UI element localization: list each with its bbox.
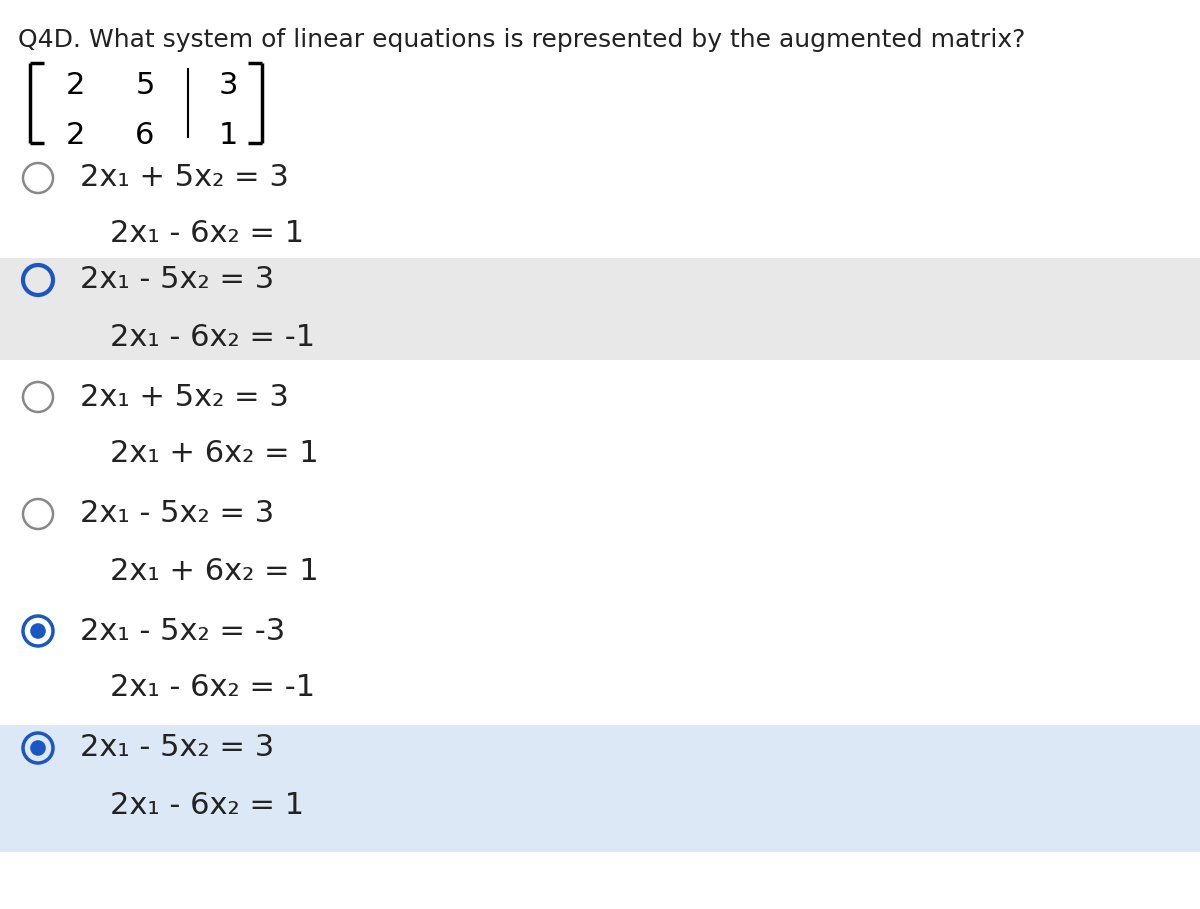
Text: 2x₁ - 5x₂ = 3: 2x₁ - 5x₂ = 3 xyxy=(80,265,275,295)
Text: 2x₁ + 6x₂ = 1: 2x₁ + 6x₂ = 1 xyxy=(110,556,319,585)
Text: 2x₁ - 5x₂ = -3: 2x₁ - 5x₂ = -3 xyxy=(80,616,286,645)
Text: 2: 2 xyxy=(65,72,85,101)
Text: 2x₁ + 5x₂ = 3: 2x₁ + 5x₂ = 3 xyxy=(80,164,289,193)
Text: 2x₁ - 6x₂ = 1: 2x₁ - 6x₂ = 1 xyxy=(110,792,304,821)
Bar xyxy=(0,725,1200,852)
Text: 6: 6 xyxy=(136,122,155,151)
Text: 2x₁ + 6x₂ = 1: 2x₁ + 6x₂ = 1 xyxy=(110,439,319,468)
Text: 2x₁ - 6x₂ = 1: 2x₁ - 6x₂ = 1 xyxy=(110,219,304,248)
Text: 5: 5 xyxy=(136,72,155,101)
Circle shape xyxy=(30,624,46,639)
Text: Q4D. What system of linear equations is represented by the augmented matrix?: Q4D. What system of linear equations is … xyxy=(18,28,1025,52)
Text: 3: 3 xyxy=(218,72,238,101)
Text: 2x₁ - 5x₂ = 3: 2x₁ - 5x₂ = 3 xyxy=(80,500,275,528)
Text: 2x₁ - 6x₂ = -1: 2x₁ - 6x₂ = -1 xyxy=(110,323,316,352)
Text: 2x₁ + 5x₂ = 3: 2x₁ + 5x₂ = 3 xyxy=(80,383,289,412)
Circle shape xyxy=(30,740,46,755)
Text: 2: 2 xyxy=(65,122,85,151)
Bar xyxy=(0,258,1200,360)
Text: 1: 1 xyxy=(218,122,238,151)
Text: 2x₁ - 5x₂ = 3: 2x₁ - 5x₂ = 3 xyxy=(80,734,275,763)
Text: 2x₁ - 6x₂ = -1: 2x₁ - 6x₂ = -1 xyxy=(110,674,316,703)
